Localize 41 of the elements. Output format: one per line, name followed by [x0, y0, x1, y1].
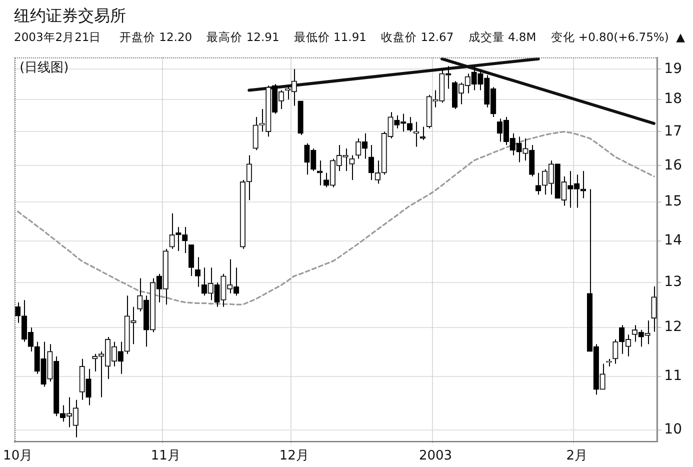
- candlestick: [413, 121, 420, 148]
- candlestick: [368, 144, 374, 180]
- candlestick: [60, 404, 66, 422]
- y-tick-label: 11: [664, 368, 682, 384]
- candlestick: [272, 84, 278, 114]
- y-tick-label: 14: [664, 232, 682, 248]
- candlestick: [580, 170, 586, 199]
- y-tick-label: 19: [664, 60, 682, 77]
- candlestick: [86, 368, 92, 406]
- annotation: (日线图): [20, 60, 69, 76]
- candlestick: [188, 244, 194, 277]
- candlestick: [638, 329, 644, 348]
- y-tick-label: 18: [664, 91, 682, 108]
- candlestick: [252, 116, 258, 151]
- candlestick: [349, 154, 355, 180]
- candlestick: [420, 126, 426, 140]
- candlestick: [535, 172, 542, 196]
- line-series: [17, 130, 655, 306]
- candlestick: [619, 324, 625, 354]
- candlestick: [54, 356, 60, 417]
- y-tick-label: 16: [664, 157, 682, 174]
- candlestick: [317, 160, 323, 186]
- y-tick-label: 10: [664, 422, 682, 438]
- x-tick-label: 2003: [418, 448, 452, 464]
- chart-subtitle: 2003年2月21日 开盘价 12.20 最高价 12.91 最低价 11.91 收盘价 12.67 成交量 4.8M 变化 +0.80(+6.75%) ▲: [14, 30, 685, 45]
- x-tick-label: 11月: [150, 448, 180, 464]
- candlestick: [14, 302, 21, 324]
- x-tick-label: 10月: [3, 448, 33, 464]
- y-tick-label: 12: [664, 319, 682, 336]
- candlestick: [452, 80, 458, 110]
- candlestick: [118, 341, 124, 374]
- y-tick-label: 17: [664, 123, 682, 140]
- candlestick: [214, 282, 220, 308]
- y-tick-label: 13: [664, 274, 682, 290]
- candlestick: [144, 295, 150, 348]
- x-tick-label: 2月: [566, 448, 588, 464]
- x-tick-label: 12月: [279, 448, 309, 464]
- y-tick-label: 15: [664, 194, 682, 210]
- candlestick: [156, 273, 162, 303]
- candlestick: [529, 144, 535, 177]
- chart-title: 纽约证券交易所: [14, 6, 126, 27]
